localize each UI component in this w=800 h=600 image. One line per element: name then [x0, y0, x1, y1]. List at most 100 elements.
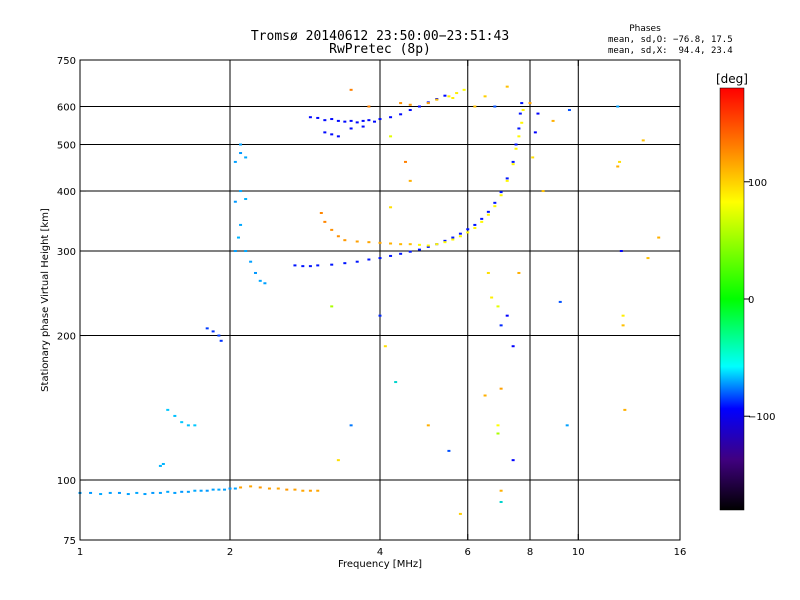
data-point: [520, 102, 524, 105]
data-point: [285, 488, 289, 491]
data-point: [205, 327, 209, 330]
data-point: [408, 250, 412, 253]
data-point: [483, 95, 487, 98]
data-point: [166, 490, 170, 493]
y-tick-label: 400: [57, 187, 76, 198]
data-point: [244, 250, 248, 253]
data-point: [349, 424, 353, 427]
data-point: [623, 408, 627, 411]
data-point: [511, 160, 515, 163]
data-point: [308, 116, 312, 119]
data-point: [263, 282, 267, 285]
data-point: [180, 421, 184, 424]
data-point: [435, 243, 439, 246]
stats-x-mode: mean, sd,X: 94.4, 23.4: [608, 46, 733, 56]
colorbar-tick-label: 0: [748, 295, 754, 306]
data-point: [186, 490, 190, 493]
data-point: [443, 94, 447, 97]
data-point: [330, 263, 334, 266]
data-point: [514, 147, 518, 150]
data-point: [426, 424, 430, 427]
data-point: [389, 254, 393, 257]
colorbar-tick-label: 100: [748, 178, 767, 189]
data-point: [316, 116, 320, 119]
data-point: [180, 490, 184, 493]
data-point: [514, 143, 518, 146]
data-point: [531, 156, 535, 159]
data-point: [349, 88, 353, 91]
data-point: [499, 489, 503, 492]
data-point: [399, 243, 403, 246]
data-point: [249, 485, 253, 488]
x-tick-label: 10: [572, 547, 585, 558]
colorbar-ticks: 100 0 −100: [744, 178, 775, 423]
data-point: [458, 232, 462, 235]
data-point: [239, 152, 243, 155]
data-point: [426, 102, 430, 105]
data-point: [161, 462, 165, 465]
data-point: [355, 121, 359, 124]
data-point: [151, 491, 155, 494]
data-point: [619, 250, 623, 253]
data-point: [173, 414, 177, 417]
data-point: [276, 487, 280, 490]
data-point: [367, 241, 371, 244]
data-point: [399, 102, 403, 105]
x-tick-label: 1: [77, 547, 83, 558]
data-point: [435, 98, 439, 101]
data-point: [408, 179, 412, 182]
data-point: [319, 212, 323, 215]
data-point: [99, 493, 103, 496]
data-point: [223, 488, 227, 491]
data-point: [505, 177, 509, 180]
data-point: [249, 260, 253, 263]
data-point: [447, 95, 451, 98]
data-point: [293, 264, 297, 267]
data-point: [616, 105, 620, 108]
chart-subtitle: RwPretec (8p): [329, 42, 431, 57]
data-point: [166, 408, 170, 411]
data-point: [193, 489, 197, 492]
data-point: [336, 119, 340, 122]
data-point: [323, 131, 327, 134]
data-point: [173, 491, 177, 494]
data-point: [211, 330, 215, 333]
data-point: [458, 512, 462, 515]
data-point: [426, 244, 430, 247]
colorbar: [720, 88, 744, 510]
x-tick-label: 2: [227, 547, 233, 558]
data-point: [417, 248, 421, 251]
y-axis-ticks: 75 100 200 300 400 500 600 750: [57, 56, 680, 547]
data-point: [330, 133, 334, 136]
data-point: [399, 113, 403, 116]
data-point: [367, 258, 371, 261]
data-point: [511, 345, 515, 348]
data-point: [493, 105, 497, 108]
data-point: [301, 265, 305, 268]
data-point: [451, 238, 455, 241]
data-point: [389, 242, 393, 245]
data-point: [451, 236, 455, 239]
data-point: [499, 387, 503, 390]
data-point: [517, 271, 521, 274]
data-point: [417, 243, 421, 246]
data-point: [349, 119, 353, 122]
data-point: [233, 160, 237, 163]
stats-o-mode: mean, sd,O: −76.8, 17.5: [608, 35, 733, 45]
data-point: [466, 228, 470, 231]
data-point: [518, 112, 522, 115]
data-point: [336, 459, 340, 462]
data-point: [517, 135, 521, 138]
data-point: [336, 135, 340, 138]
data-point: [493, 201, 497, 204]
data-point: [486, 213, 490, 216]
data-point: [378, 241, 382, 244]
data-point: [496, 424, 500, 427]
chart-title: Tromsø 20140612 23:50:00−23:51:43: [251, 29, 509, 44]
data-point: [455, 92, 459, 95]
data-point: [233, 250, 237, 253]
data-point: [447, 449, 451, 452]
data-point: [558, 300, 562, 303]
scatter-points: [78, 85, 661, 515]
data-point: [308, 489, 312, 492]
